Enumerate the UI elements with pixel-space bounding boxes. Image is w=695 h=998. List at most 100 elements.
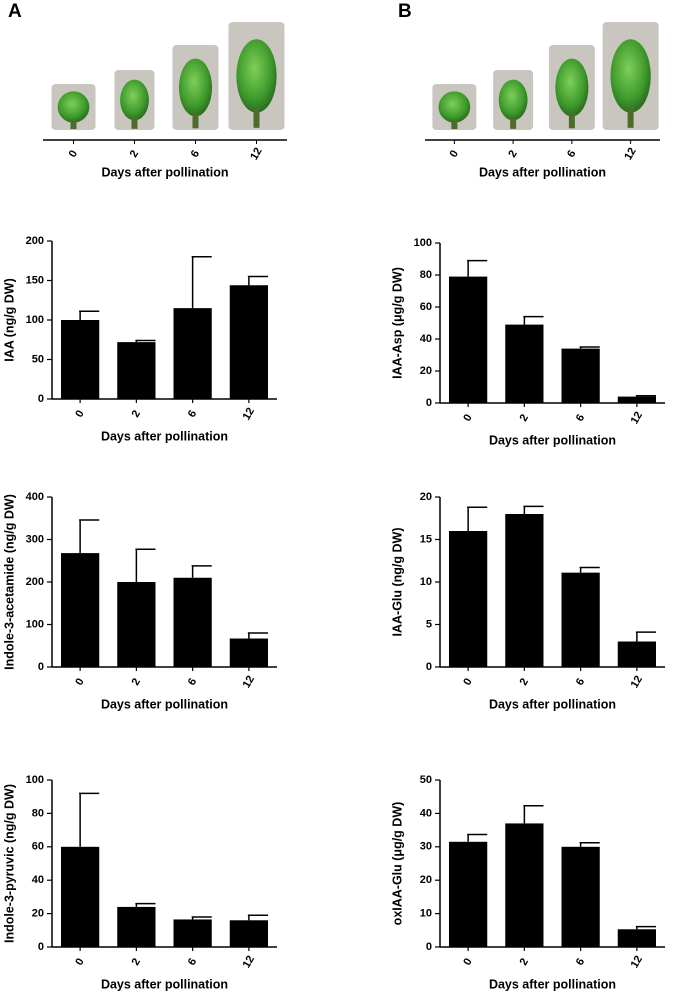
x-axis-label: Days after pollination: [489, 433, 616, 447]
bar: [505, 823, 544, 947]
fruit: [438, 91, 471, 123]
y-tick-label: 15: [420, 533, 432, 545]
x-tick-label: 6: [186, 676, 199, 687]
bar: [173, 919, 212, 947]
y-tick-label: 200: [26, 235, 44, 247]
x-axis-label: Days after pollination: [489, 977, 616, 991]
y-tick-label: 200: [26, 576, 44, 588]
y-tick-label: 50: [420, 774, 432, 786]
x-tick-label: 6: [565, 148, 578, 159]
y-tick-label: 50: [32, 353, 44, 365]
bar: [505, 324, 544, 403]
stem: [627, 108, 634, 128]
x-axis-label: Days after pollination: [479, 165, 606, 179]
stem: [192, 113, 199, 129]
y-tick-label: 60: [420, 301, 432, 313]
x-tick-label: 2: [128, 148, 141, 159]
y-axis-label: Indole-3-pyruvic (ng/g DW): [2, 784, 16, 943]
bar: [617, 641, 656, 667]
x-tick-label: 6: [574, 412, 587, 423]
x-tick-label: 0: [461, 676, 474, 687]
x-tick-label: 0: [67, 148, 80, 159]
y-tick-label: 100: [26, 314, 44, 326]
x-tick-label: 12: [241, 406, 258, 423]
bar: [229, 285, 268, 399]
y-tick-label: 5: [426, 618, 432, 630]
x-axis-label: Days after pollination: [489, 697, 616, 711]
y-tick-label: 100: [26, 618, 44, 630]
bar: [229, 638, 268, 667]
x-tick-label: 12: [629, 674, 646, 691]
bar: [229, 920, 268, 947]
x-tick-label: 0: [448, 148, 461, 159]
y-tick-label: 0: [38, 661, 44, 673]
x-tick-label: 12: [241, 954, 258, 971]
panel-letter: A: [8, 1, 22, 22]
bar: [561, 846, 600, 947]
x-tick-label: 2: [130, 956, 143, 967]
fruit: [120, 79, 149, 121]
x-tick-label: 6: [189, 148, 202, 159]
bar: [117, 342, 156, 399]
fruit: [57, 91, 90, 123]
stem: [510, 118, 517, 129]
y-tick-label: 100: [414, 237, 432, 249]
x-axis-label: Days after pollination: [101, 697, 228, 711]
x-tick-label: 6: [186, 956, 199, 967]
bar: [449, 276, 488, 403]
fruit: [610, 39, 651, 113]
x-tick-label: 2: [518, 676, 531, 687]
stem: [568, 113, 575, 129]
bar: [617, 929, 656, 947]
panel-letter: B: [398, 1, 412, 22]
y-tick-label: 20: [420, 874, 432, 886]
fruit: [555, 58, 589, 117]
y-tick-label: 10: [420, 908, 432, 920]
x-tick-label: 12: [241, 674, 258, 691]
x-tick-label: 0: [73, 676, 86, 687]
x-tick-label: 0: [73, 408, 86, 419]
y-tick-label: 10: [420, 576, 432, 588]
y-tick-label: 0: [38, 393, 44, 405]
x-axis-label: Days after pollination: [101, 977, 228, 991]
x-tick-label: 2: [518, 956, 531, 967]
x-tick-label: 6: [186, 408, 199, 419]
y-axis-label: Indole-3-acetamide (ng/g DW): [2, 494, 16, 670]
x-tick-label: 12: [622, 146, 639, 163]
y-tick-label: 100: [26, 774, 44, 786]
bar: [449, 841, 488, 947]
stem: [451, 120, 458, 130]
y-tick-label: 20: [420, 491, 432, 503]
bar: [173, 577, 212, 667]
x-tick-label: 6: [574, 676, 587, 687]
stem: [70, 120, 77, 130]
bar: [617, 396, 656, 403]
y-tick-label: 0: [426, 397, 432, 409]
x-tick-label: 6: [574, 956, 587, 967]
stem: [131, 118, 138, 129]
y-tick-label: 40: [420, 333, 432, 345]
y-tick-label: 400: [26, 491, 44, 503]
y-tick-label: 0: [38, 941, 44, 953]
y-tick-label: 20: [32, 908, 44, 920]
bar: [61, 320, 100, 399]
x-axis-label: Days after pollination: [101, 165, 228, 179]
y-axis-label: oxIAA-Glu (μg/g DW): [390, 802, 404, 926]
bar: [449, 531, 488, 667]
y-axis-label: IAA-Glu (ng/g DW): [390, 528, 404, 637]
bar: [61, 553, 100, 667]
x-tick-label: 12: [629, 954, 646, 971]
y-tick-label: 80: [420, 269, 432, 281]
stem: [253, 108, 260, 128]
y-tick-label: 20: [420, 365, 432, 377]
y-tick-label: 0: [426, 661, 432, 673]
bar: [561, 572, 600, 667]
y-tick-label: 0: [426, 941, 432, 953]
x-tick-label: 2: [506, 148, 519, 159]
x-tick-label: 2: [518, 412, 531, 423]
fruit: [178, 58, 213, 117]
x-tick-label: 2: [130, 408, 143, 419]
y-tick-label: 150: [26, 274, 44, 286]
y-tick-label: 80: [32, 807, 44, 819]
